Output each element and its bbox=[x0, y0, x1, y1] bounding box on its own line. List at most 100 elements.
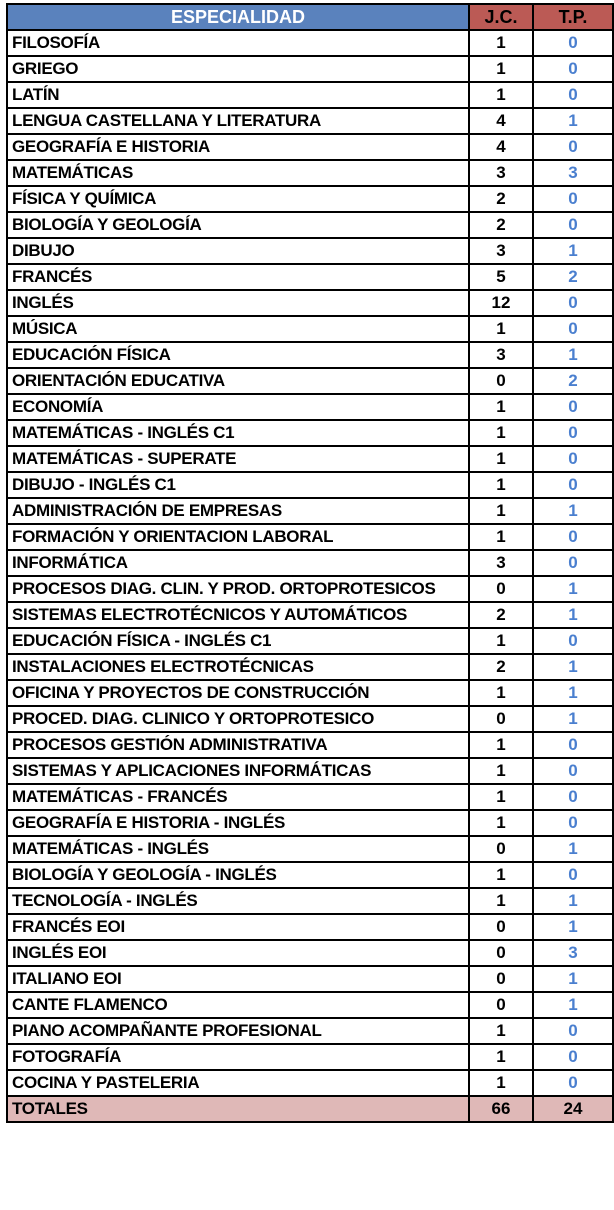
table-row: FRANCÉS 5 2 bbox=[6, 263, 614, 291]
jc-cell: 1 bbox=[468, 757, 534, 785]
tp-cell: 0 bbox=[532, 211, 614, 239]
jc-cell: 3 bbox=[468, 159, 534, 187]
jc-cell: 1 bbox=[468, 1069, 534, 1097]
jc-cell: 0 bbox=[468, 367, 534, 395]
especialidad-cell: TECNOLOGÍA - INGLÉS bbox=[6, 887, 470, 915]
jc-cell: 0 bbox=[468, 575, 534, 603]
jc-cell: 2 bbox=[468, 601, 534, 629]
table-row: FOTOGRAFÍA 1 0 bbox=[6, 1043, 614, 1071]
table-row: PIANO ACOMPAÑANTE PROFESIONAL 1 0 bbox=[6, 1017, 614, 1045]
jc-cell: 1 bbox=[468, 497, 534, 525]
especialidad-cell: EDUCACIÓN FÍSICA - INGLÉS C1 bbox=[6, 627, 470, 655]
especialidad-cell: ORIENTACIÓN EDUCATIVA bbox=[6, 367, 470, 395]
table-row: DIBUJO 3 1 bbox=[6, 237, 614, 265]
jc-cell: 0 bbox=[468, 705, 534, 733]
table-row: COCINA Y PASTELERIA 1 0 bbox=[6, 1069, 614, 1097]
especialidad-cell: PROCESOS GESTIÓN ADMINISTRATIVA bbox=[6, 731, 470, 759]
table-row: BIOLOGÍA Y GEOLOGÍA - INGLÉS 1 0 bbox=[6, 861, 614, 889]
especialidad-cell: MATEMÁTICAS bbox=[6, 159, 470, 187]
tp-cell: 0 bbox=[532, 523, 614, 551]
tp-cell: 0 bbox=[532, 419, 614, 447]
especialidad-cell: GRIEGO bbox=[6, 55, 470, 83]
tp-cell: 1 bbox=[532, 991, 614, 1019]
especialidad-cell: PROCESOS DIAG. CLIN. Y PROD. ORTOPROTESI… bbox=[6, 575, 470, 603]
jc-cell: 1 bbox=[468, 809, 534, 837]
table-row: PROCESOS GESTIÓN ADMINISTRATIVA 1 0 bbox=[6, 731, 614, 759]
especialidad-cell: DIBUJO - INGLÉS C1 bbox=[6, 471, 470, 499]
jc-cell: 1 bbox=[468, 523, 534, 551]
especialidad-cell: MÚSICA bbox=[6, 315, 470, 343]
jc-cell: 0 bbox=[468, 965, 534, 993]
table-row: ORIENTACIÓN EDUCATIVA 0 2 bbox=[6, 367, 614, 395]
table-row: SISTEMAS Y APLICACIONES INFORMÁTICAS 1 0 bbox=[6, 757, 614, 785]
tp-cell: 1 bbox=[532, 887, 614, 915]
jc-cell: 0 bbox=[468, 835, 534, 863]
jc-cell: 1 bbox=[468, 393, 534, 421]
tp-cell: 0 bbox=[532, 55, 614, 83]
jc-cell: 5 bbox=[468, 263, 534, 291]
especialidades-table: ESPECIALIDAD J.C. T.P. FILOSOFÍA 1 0 GRIEGO… bbox=[6, 3, 614, 1123]
jc-cell: 4 bbox=[468, 133, 534, 161]
tp-cell: 1 bbox=[532, 705, 614, 733]
jc-cell: 0 bbox=[468, 913, 534, 941]
tp-cell: 1 bbox=[532, 237, 614, 265]
tp-cell: 0 bbox=[532, 315, 614, 343]
especialidad-cell: MATEMÁTICAS - FRANCÉS bbox=[6, 783, 470, 811]
jc-cell: 0 bbox=[468, 939, 534, 967]
table-row: MATEMÁTICAS - FRANCÉS 1 0 bbox=[6, 783, 614, 811]
tp-cell: 0 bbox=[532, 289, 614, 317]
jc-cell: 2 bbox=[468, 185, 534, 213]
tp-cell: 0 bbox=[532, 471, 614, 499]
jc-cell: 2 bbox=[468, 211, 534, 239]
especialidad-cell: FRANCÉS EOI bbox=[6, 913, 470, 941]
jc-cell: 3 bbox=[468, 549, 534, 577]
especialidad-cell: GEOGRAFÍA E HISTORIA - INGLÉS bbox=[6, 809, 470, 837]
jc-cell: 2 bbox=[468, 653, 534, 681]
especialidad-cell: CANTE FLAMENCO bbox=[6, 991, 470, 1019]
especialidad-cell: INSTALACIONES ELECTROTÉCNICAS bbox=[6, 653, 470, 681]
tp-cell: 0 bbox=[532, 731, 614, 759]
especialidad-cell: INGLÉS EOI bbox=[6, 939, 470, 967]
especialidad-cell: COCINA Y PASTELERIA bbox=[6, 1069, 470, 1097]
table-row: LENGUA CASTELLANA Y LITERATURA 4 1 bbox=[6, 107, 614, 135]
table-row: CANTE FLAMENCO 0 1 bbox=[6, 991, 614, 1019]
header-jc: J.C. bbox=[468, 3, 534, 31]
table-row: EDUCACIÓN FÍSICA 3 1 bbox=[6, 341, 614, 369]
tp-cell: 0 bbox=[532, 185, 614, 213]
especialidad-cell: EDUCACIÓN FÍSICA bbox=[6, 341, 470, 369]
tp-cell: 0 bbox=[532, 29, 614, 57]
tp-cell: 0 bbox=[532, 809, 614, 837]
table-row: GEOGRAFÍA E HISTORIA 4 0 bbox=[6, 133, 614, 161]
table-row: PROCESOS DIAG. CLIN. Y PROD. ORTOPROTESI… bbox=[6, 575, 614, 603]
table-row: ECONOMÍA 1 0 bbox=[6, 393, 614, 421]
jc-cell: 1 bbox=[468, 419, 534, 447]
table-row: BIOLOGÍA Y GEOLOGÍA 2 0 bbox=[6, 211, 614, 239]
jc-cell: 1 bbox=[468, 29, 534, 57]
tp-cell: 0 bbox=[532, 783, 614, 811]
jc-cell: 1 bbox=[468, 731, 534, 759]
table-row: INGLÉS EOI 0 3 bbox=[6, 939, 614, 967]
especialidad-cell: DIBUJO bbox=[6, 237, 470, 265]
especialidad-cell: MATEMÁTICAS - SUPERATE bbox=[6, 445, 470, 473]
table-row: GRIEGO 1 0 bbox=[6, 55, 614, 83]
table-row: OFICINA Y PROYECTOS DE CONSTRUCCIÓN 1 1 bbox=[6, 679, 614, 707]
tp-cell: 1 bbox=[532, 653, 614, 681]
especialidad-cell: SISTEMAS Y APLICACIONES INFORMÁTICAS bbox=[6, 757, 470, 785]
especialidad-cell: ITALIANO EOI bbox=[6, 965, 470, 993]
especialidad-cell: SISTEMAS ELECTROTÉCNICOS Y AUTOMÁTICOS bbox=[6, 601, 470, 629]
tp-cell: 1 bbox=[532, 575, 614, 603]
especialidad-cell: LENGUA CASTELLANA Y LITERATURA bbox=[6, 107, 470, 135]
tp-cell: 3 bbox=[532, 159, 614, 187]
tp-cell: 0 bbox=[532, 757, 614, 785]
jc-cell: 1 bbox=[468, 1017, 534, 1045]
totals-row: TOTALES 66 24 bbox=[6, 1095, 614, 1123]
jc-cell: 1 bbox=[468, 679, 534, 707]
table-row: MATEMÁTICAS - INGLÉS C1 1 0 bbox=[6, 419, 614, 447]
tp-cell: 1 bbox=[532, 601, 614, 629]
table-row: ITALIANO EOI 0 1 bbox=[6, 965, 614, 993]
table-row: MÚSICA 1 0 bbox=[6, 315, 614, 343]
tp-cell: 0 bbox=[532, 1043, 614, 1071]
table-row: TECNOLOGÍA - INGLÉS 1 1 bbox=[6, 887, 614, 915]
jc-cell: 1 bbox=[468, 887, 534, 915]
totals-jc: 66 bbox=[468, 1095, 534, 1123]
